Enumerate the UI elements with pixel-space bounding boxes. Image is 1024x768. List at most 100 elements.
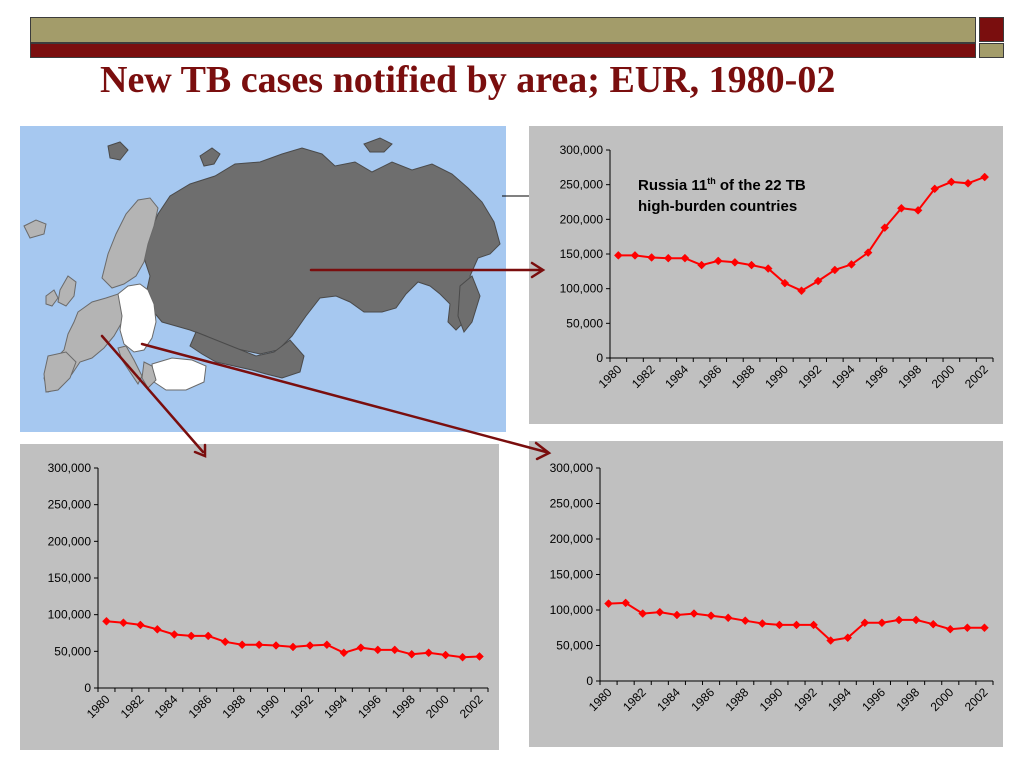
map-region-ireland xyxy=(45,289,59,307)
data-point xyxy=(655,607,665,617)
russia-annotation: Russia 11th of the 22 TB high-burden coun… xyxy=(638,175,898,217)
map-region-central-europe xyxy=(117,283,157,353)
data-point xyxy=(792,620,801,630)
data-point xyxy=(880,223,890,233)
map-region-uk xyxy=(57,275,77,307)
y-tick-label: 200,000 xyxy=(48,534,92,548)
data-point xyxy=(322,640,332,650)
y-tick-label: 250,000 xyxy=(560,178,604,192)
data-point xyxy=(254,640,264,650)
annotation-superscript: th xyxy=(707,176,716,186)
data-point xyxy=(980,172,990,182)
data-point xyxy=(119,618,128,628)
data-point xyxy=(980,623,989,633)
header-band-bottom xyxy=(30,43,976,58)
data-point xyxy=(911,615,921,625)
y-tick-label: 150,000 xyxy=(48,571,92,585)
y-tick-label: 0 xyxy=(84,681,91,695)
data-point xyxy=(424,648,434,658)
y-tick-label: 300,000 xyxy=(550,461,594,475)
data-point xyxy=(102,616,111,626)
data-point xyxy=(680,253,690,263)
data-point xyxy=(186,631,196,641)
data-point xyxy=(203,631,213,641)
data-point xyxy=(747,260,756,270)
map-svg xyxy=(23,137,501,393)
data-point xyxy=(963,623,972,633)
data-point xyxy=(638,609,648,618)
data-point xyxy=(271,641,281,650)
data-point xyxy=(928,619,938,629)
y-tick-label: 0 xyxy=(586,674,593,688)
chart-western-europe: 0 50,000 100,000 150,000 200,000 250,000 300,0… xyxy=(48,461,489,721)
map-region-central-asia xyxy=(189,331,305,379)
data-point xyxy=(713,256,723,266)
data-point xyxy=(706,611,716,621)
arrow-central xyxy=(140,342,548,454)
data-point xyxy=(826,636,836,645)
chart-panel-central-europe: 0 50,000 100,000 150,000 200,000 250,000 300,0… xyxy=(529,441,1003,747)
data-point xyxy=(458,652,467,662)
y-tick-label: 300,000 xyxy=(560,143,604,157)
data-point xyxy=(913,205,923,215)
data-point xyxy=(220,637,230,647)
data-point xyxy=(672,610,682,620)
europe-map xyxy=(20,126,506,432)
map-region-turkey xyxy=(151,357,207,391)
y-tick-label: 50,000 xyxy=(566,316,603,330)
y-tick-label: 100,000 xyxy=(550,603,594,617)
y-tick-label: 100,000 xyxy=(48,608,92,622)
map-region-greece xyxy=(141,361,157,389)
chart-panel-western-europe: 0 50,000 100,000 150,000 200,000 250,000 300,0… xyxy=(20,444,499,750)
y-tick-label: 0 xyxy=(596,351,603,365)
data-point xyxy=(152,624,162,634)
map-region-arctic-island-2 xyxy=(363,137,393,153)
y-tick-label: 200,000 xyxy=(550,532,594,546)
data-point xyxy=(930,184,940,194)
data-point xyxy=(390,645,400,655)
annotation-prefix: Russia 11 xyxy=(638,177,708,194)
annotation-line2: high-burden countries xyxy=(638,198,798,215)
data-point xyxy=(894,615,904,625)
data-point xyxy=(621,598,630,608)
y-tick-label: 300,000 xyxy=(48,461,92,475)
map-region-arctic-island-1 xyxy=(199,147,221,167)
data-point xyxy=(775,620,784,630)
y-tick-label: 150,000 xyxy=(560,247,604,261)
data-point xyxy=(663,253,673,263)
data-point xyxy=(813,276,823,286)
data-point xyxy=(373,645,383,655)
data-point xyxy=(847,260,856,269)
y-tick-label: 200,000 xyxy=(560,212,604,226)
data-point xyxy=(630,251,640,260)
y-tick-label: 250,000 xyxy=(48,498,92,512)
data-point xyxy=(647,253,656,262)
slide-title: New TB cases notified by area; EUR, 1980… xyxy=(100,59,836,101)
data-point xyxy=(441,650,450,660)
annotation-suffix: of the 22 TB xyxy=(715,177,806,194)
chart-russia: 0 50,000 100,000 150,000 200,000 250,000 300,0… xyxy=(560,143,994,391)
data-point xyxy=(945,624,955,634)
data-point xyxy=(604,599,613,608)
data-point xyxy=(947,177,956,187)
data-point xyxy=(136,620,145,630)
arrow-western xyxy=(100,334,205,454)
data-point xyxy=(740,616,750,626)
arrow-western-head xyxy=(193,443,207,458)
data-point xyxy=(689,609,699,618)
data-point xyxy=(809,620,818,630)
map-region-kamchatka xyxy=(457,275,481,333)
data-point xyxy=(288,642,298,652)
y-tick-label: 100,000 xyxy=(560,282,604,296)
arrow-central-head xyxy=(534,441,552,461)
chart-panel-russia: 0 50,000 100,000 150,000 200,000 250,000 300,0… xyxy=(529,126,1003,424)
data-point xyxy=(697,260,706,270)
map-region-svalbard xyxy=(107,141,129,161)
data-point xyxy=(780,278,790,288)
header-square-bottom xyxy=(979,43,1004,58)
data-point xyxy=(356,643,366,653)
data-point xyxy=(757,619,767,628)
data-point xyxy=(763,264,773,273)
header-square-top xyxy=(979,17,1004,42)
